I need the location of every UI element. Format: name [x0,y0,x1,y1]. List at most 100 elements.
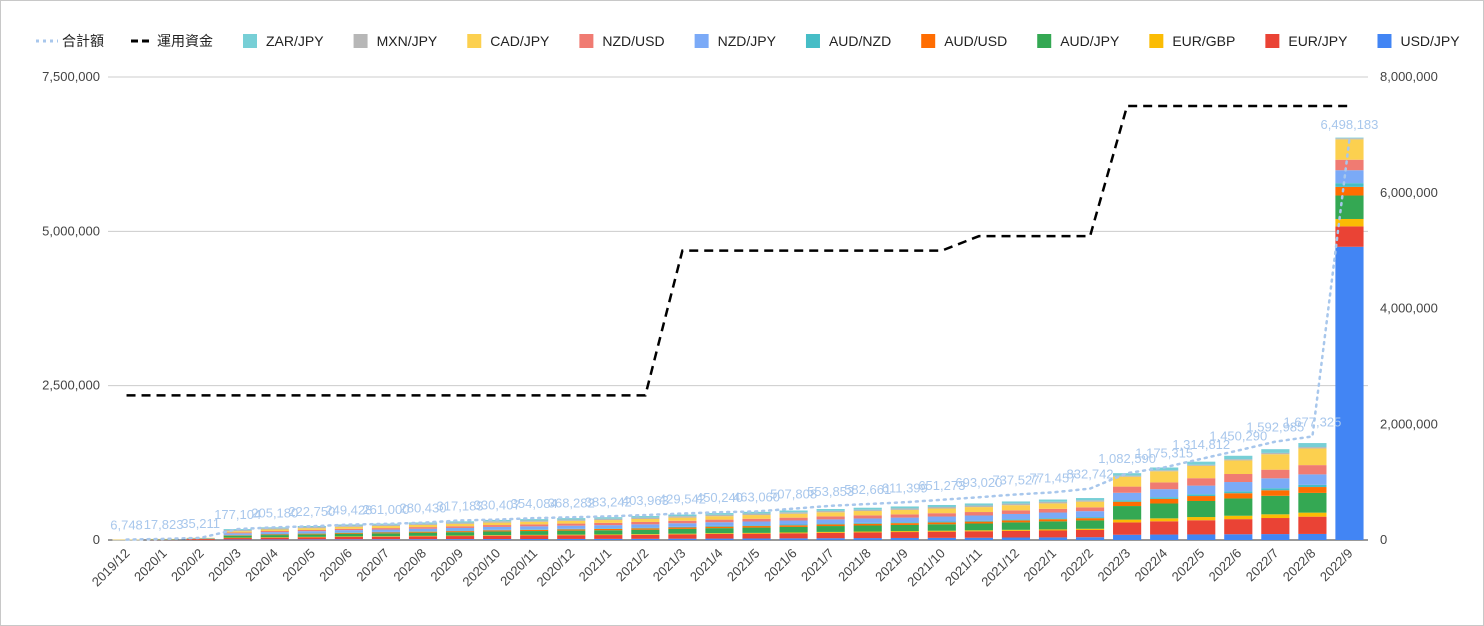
bar-segment [371,526,401,529]
bar-segment [1298,443,1327,448]
bar-segment [445,536,475,540]
line-series [125,104,1351,541]
bar-segment [520,524,549,527]
legend-item[interactable]: AUD/USD [921,33,1007,49]
bar-segment [742,525,771,527]
legend[interactable]: 合計額 運用資金 ZAR/JPY MXN/JPY CAD/JPY NZD/USD NZD/J… [36,33,1460,49]
bar-segment [1038,512,1068,519]
bar-segment [371,529,401,532]
legend-item[interactable]: EUR/GBP [1149,33,1235,49]
bar-segment [742,533,771,539]
bar-segment [779,513,808,518]
bar-segment [631,528,660,530]
bar-segment [742,515,771,519]
bar-segment [557,520,586,524]
bar-segment [1261,514,1290,519]
bar-segment [1298,492,1327,513]
bar-segment [742,513,771,516]
legend-swatch [1037,34,1052,48]
bar-segment [1224,491,1253,494]
legend-item[interactable]: AUD/JPY [1037,33,1120,49]
bar-segment [594,530,623,535]
bar-segment [964,520,993,522]
bar-segment [445,532,475,536]
bar-segment [742,526,771,528]
bar-segment [1001,520,1031,523]
bar-segment [853,522,882,524]
bar-segment [1224,493,1253,499]
bar-segment [223,535,252,538]
bar-segment [223,537,252,539]
bar-segment [445,539,475,540]
data-label: 771,457 [1030,470,1077,485]
legend-item[interactable]: ZAR/JPY [243,33,324,49]
bar-segment [1150,489,1179,498]
legend-item[interactable]: 合計額 [36,33,104,49]
bar-segment [408,524,438,528]
bar-segment [483,535,512,536]
bar-segment [1113,501,1142,507]
bar-segment [927,537,956,540]
bar-segment [557,519,586,521]
data-label: 403,963 [622,493,669,508]
bar-segment [927,507,956,509]
bar-segment [408,535,438,537]
bar-segment [557,535,586,539]
bar-segment [1298,448,1327,466]
bar-segment [816,519,845,524]
bar-segment [594,522,623,526]
bar-segment [557,530,586,535]
bar-segment [1113,506,1142,520]
bar-segment [186,539,215,540]
x-axis-tick-label: 2022/6 [1206,546,1245,585]
left-axis-tick-label: 2,500,000 [42,378,100,393]
bar-segment [371,539,401,540]
bar-segment [334,536,363,537]
legend-label: MXN/JPY [377,33,438,49]
bar-segment [1150,470,1179,472]
bar-segment [1001,537,1031,540]
bar-segment [1150,467,1179,471]
legend-item[interactable]: NZD/JPY [694,33,777,49]
bar-segment [890,522,919,524]
bar-segment [1298,516,1327,534]
bar-segment [779,517,808,521]
bar-segment [1001,522,1031,530]
data-label: 35,211 [181,516,220,531]
bar-segment [1187,464,1216,466]
bar-segment [631,517,660,520]
bar-segment [260,535,289,538]
bar-segment [1187,496,1216,501]
legend-item[interactable]: MXN/JPY [353,33,438,49]
bar-segment [223,539,252,541]
bar-segment [890,524,919,532]
bar-segment [297,533,326,534]
bar-segment [520,539,549,540]
bar-segment [631,538,660,540]
legend-item[interactable]: AUD/NZD [805,33,891,49]
bar-segment [371,533,401,537]
legend-item[interactable]: NZD/USD [579,33,665,49]
bar-segment [927,530,956,532]
bar-segment [816,523,845,525]
legend-item[interactable]: EUR/JPY [1265,33,1348,49]
data-label: 507,808 [770,487,817,502]
bar-segment [1187,485,1216,495]
bar-segment [705,525,734,527]
legend-label: NZD/USD [602,33,664,49]
bar-segment [927,522,956,525]
legend-item[interactable]: USD/JPY [1377,33,1460,49]
bar-segment [408,539,438,540]
bar-segment [1150,503,1179,519]
legend-label: CAD/JPY [490,33,550,49]
bar-segment [964,531,993,538]
bar-segment [1150,482,1179,490]
bar-segment [816,509,845,511]
bar-segment [964,530,993,532]
bar-segment [445,522,475,524]
bar-segment [631,519,660,522]
bar-segment [705,516,734,520]
bar-segment [445,523,475,527]
legend-item[interactable]: 運用資金 [131,33,213,49]
legend-item[interactable]: CAD/JPY [467,33,550,49]
